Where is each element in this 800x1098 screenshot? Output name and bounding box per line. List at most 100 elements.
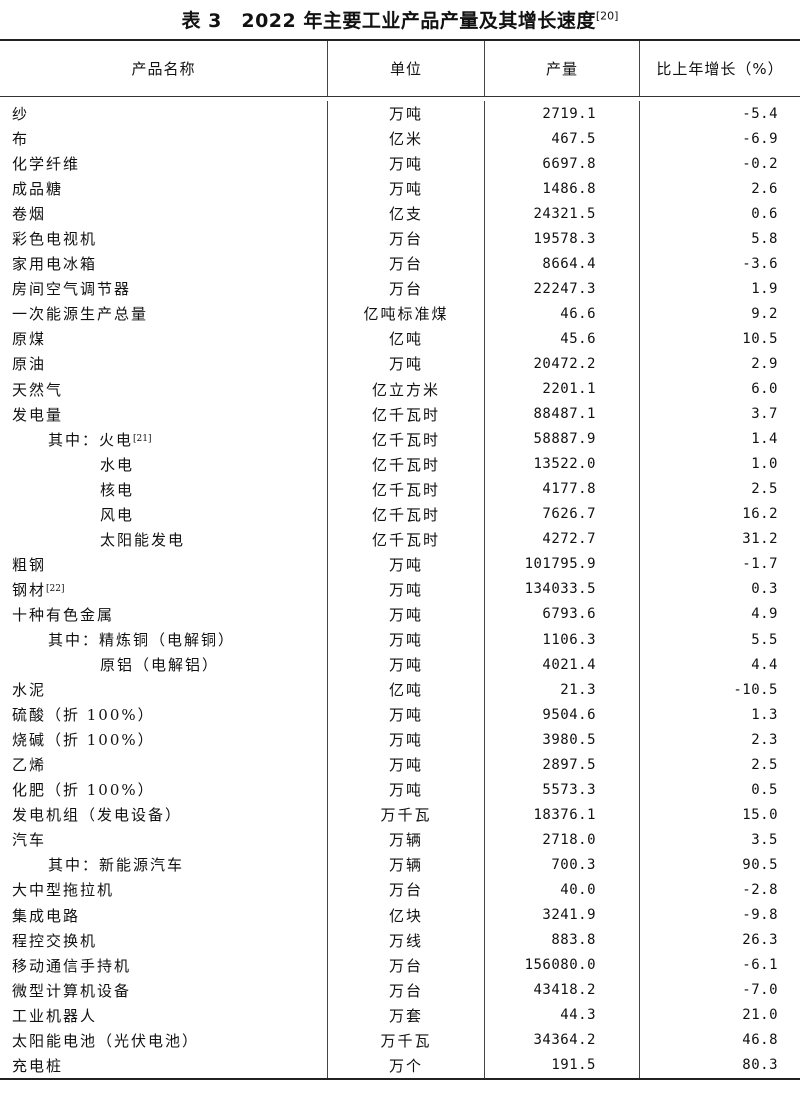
table-row: 硫酸（折 100%） 万吨 9504.6 1.3 (0, 702, 800, 728)
unit-text: 亿千瓦时 (371, 455, 440, 474)
unit-text: 万吨 (388, 756, 423, 775)
unit-text: 万吨 (388, 631, 423, 649)
growth-text: 0.6 (751, 205, 778, 222)
output-text: 4272.7 (542, 531, 596, 548)
footnote-ref: [22] (46, 584, 65, 595)
growth-cell: 2.9 (640, 351, 800, 376)
output-text: 700.3 (551, 856, 596, 873)
growth-cell: 1.4 (640, 427, 800, 452)
product-name-cell: 水电 (0, 451, 328, 477)
product-name-cell: 化学纤维 (0, 151, 328, 177)
unit-text: 亿吨标准煤 (363, 305, 449, 324)
product-name-cell: 水泥 (0, 677, 328, 703)
output-text: 40.0 (560, 881, 596, 898)
table-row: 程控交换机 万线 883.8 26.3 (0, 927, 800, 953)
table-row: 一次能源生产总量 亿吨标准煤 46.6 9.2 (0, 301, 800, 327)
unit-cell: 万辆 (328, 827, 485, 853)
growth-text: -6.9 (742, 130, 778, 147)
output-cell: 700.3 (485, 852, 640, 878)
output-cell: 45.6 (485, 326, 640, 352)
unit-cell: 万吨 (328, 727, 485, 753)
growth-cell: 4.4 (640, 652, 800, 677)
product-name-text: 乙烯 (12, 756, 47, 775)
unit-cell: 亿吨 (328, 326, 485, 352)
footnote-ref: [21] (133, 434, 152, 445)
unit-text: 万个 (388, 1056, 423, 1075)
unit-cell: 亿立方米 (328, 376, 485, 402)
production-table: 产品名称 单位 产量 比上年增长（%） 纱万吨 2719.1 -5.4 布亿米 467.… (0, 39, 800, 1080)
output-text: 1106.3 (542, 631, 596, 648)
output-text: 2897.5 (542, 756, 596, 773)
unit-text: 万台 (388, 255, 423, 274)
unit-cell: 亿千瓦时 (328, 501, 485, 527)
unit-text: 万吨 (388, 580, 423, 599)
product-name-text: 成品糖 (12, 180, 64, 199)
product-name-text: 天然气 (12, 380, 64, 399)
unit-cell: 万台 (328, 877, 485, 903)
product-name-cell: 粗钢 (0, 551, 328, 577)
output-cell: 2719.1 (485, 101, 640, 127)
growth-cell: 2.5 (640, 752, 800, 777)
product-name-cell: 大中型拖拉机 (0, 877, 328, 903)
unit-text: 万辆 (388, 856, 423, 875)
output-cell: 8664.4 (485, 251, 640, 277)
output-text: 44.3 (560, 1007, 596, 1024)
output-cell: 40.0 (485, 877, 640, 903)
output-text: 58887.9 (533, 431, 596, 448)
output-text: 46.6 (560, 305, 596, 322)
product-name-text: 微型计算机设备 (12, 981, 132, 1000)
growth-cell: 3.7 (640, 402, 800, 427)
product-name-cell: 发电机组（发电设备） (0, 802, 328, 828)
unit-text: 万线 (388, 931, 423, 950)
growth-text: -0.2 (742, 155, 778, 172)
product-name-text: 发电量 (12, 405, 64, 424)
unit-text: 万吨 (388, 781, 423, 800)
output-cell: 9504.6 (485, 702, 640, 728)
unit-text: 亿千瓦时 (371, 405, 440, 424)
output-text: 45.6 (560, 330, 596, 347)
growth-text: -9.8 (742, 907, 778, 924)
unit-text: 亿千瓦时 (371, 430, 440, 449)
table-row: 其中：新能源汽车 万辆 700.3 90.5 (0, 852, 800, 878)
product-name-text: 布 (12, 130, 30, 149)
growth-cell: -5.4 (640, 101, 800, 126)
output-cell: 6793.6 (485, 601, 640, 627)
output-text: 156080.0 (524, 957, 596, 974)
growth-text: -7.0 (742, 982, 778, 999)
growth-text: 16.2 (742, 506, 778, 523)
growth-text: 5.5 (751, 631, 778, 648)
product-name-cell: 成品糖 (0, 176, 328, 202)
unit-cell: 万千瓦 (328, 802, 485, 828)
unit-cell: 万台 (328, 977, 485, 1003)
table-row: 成品糖 万吨 1486.8 2.6 (0, 176, 800, 202)
unit-text: 亿立方米 (371, 380, 440, 399)
output-text: 4021.4 (542, 656, 596, 673)
growth-cell: -6.9 (640, 126, 800, 151)
unit-text: 万千瓦 (380, 806, 432, 825)
table-row: 充电桩 万个 191.5 80.3 (0, 1052, 800, 1078)
product-name-text: 卷烟 (12, 205, 47, 224)
output-cell: 20472.2 (485, 351, 640, 377)
table-row: 家用电冰箱 万台 8664.4 -3.6 (0, 251, 800, 277)
table-row: 太阳能发电 亿千瓦时 4272.7 31.2 (0, 526, 800, 552)
growth-cell: 15.0 (640, 802, 800, 827)
growth-text: 10.5 (742, 330, 778, 347)
product-name-cell: 烧碱（折 100%） (0, 727, 328, 753)
output-text: 13522.0 (533, 456, 596, 473)
growth-cell: 0.3 (640, 577, 800, 602)
output-cell: 101795.9 (485, 551, 640, 577)
output-text: 6697.8 (542, 155, 596, 172)
output-text: 88487.1 (533, 406, 596, 423)
growth-text: 26.3 (742, 932, 778, 949)
table-row: 天然气 亿立方米 2201.1 6.0 (0, 376, 800, 402)
growth-text: 6.0 (751, 381, 778, 398)
unit-text: 亿支 (388, 205, 423, 224)
output-text: 22247.3 (533, 280, 596, 297)
unit-text: 万千瓦 (380, 1031, 432, 1050)
output-cell: 3241.9 (485, 902, 640, 928)
product-name-text: 原煤 (12, 330, 47, 349)
growth-cell: 10.5 (640, 326, 800, 351)
growth-text: -5.4 (742, 105, 778, 122)
product-name-text: 硫酸（折 100%） (12, 706, 155, 725)
output-cell: 4272.7 (485, 526, 640, 552)
